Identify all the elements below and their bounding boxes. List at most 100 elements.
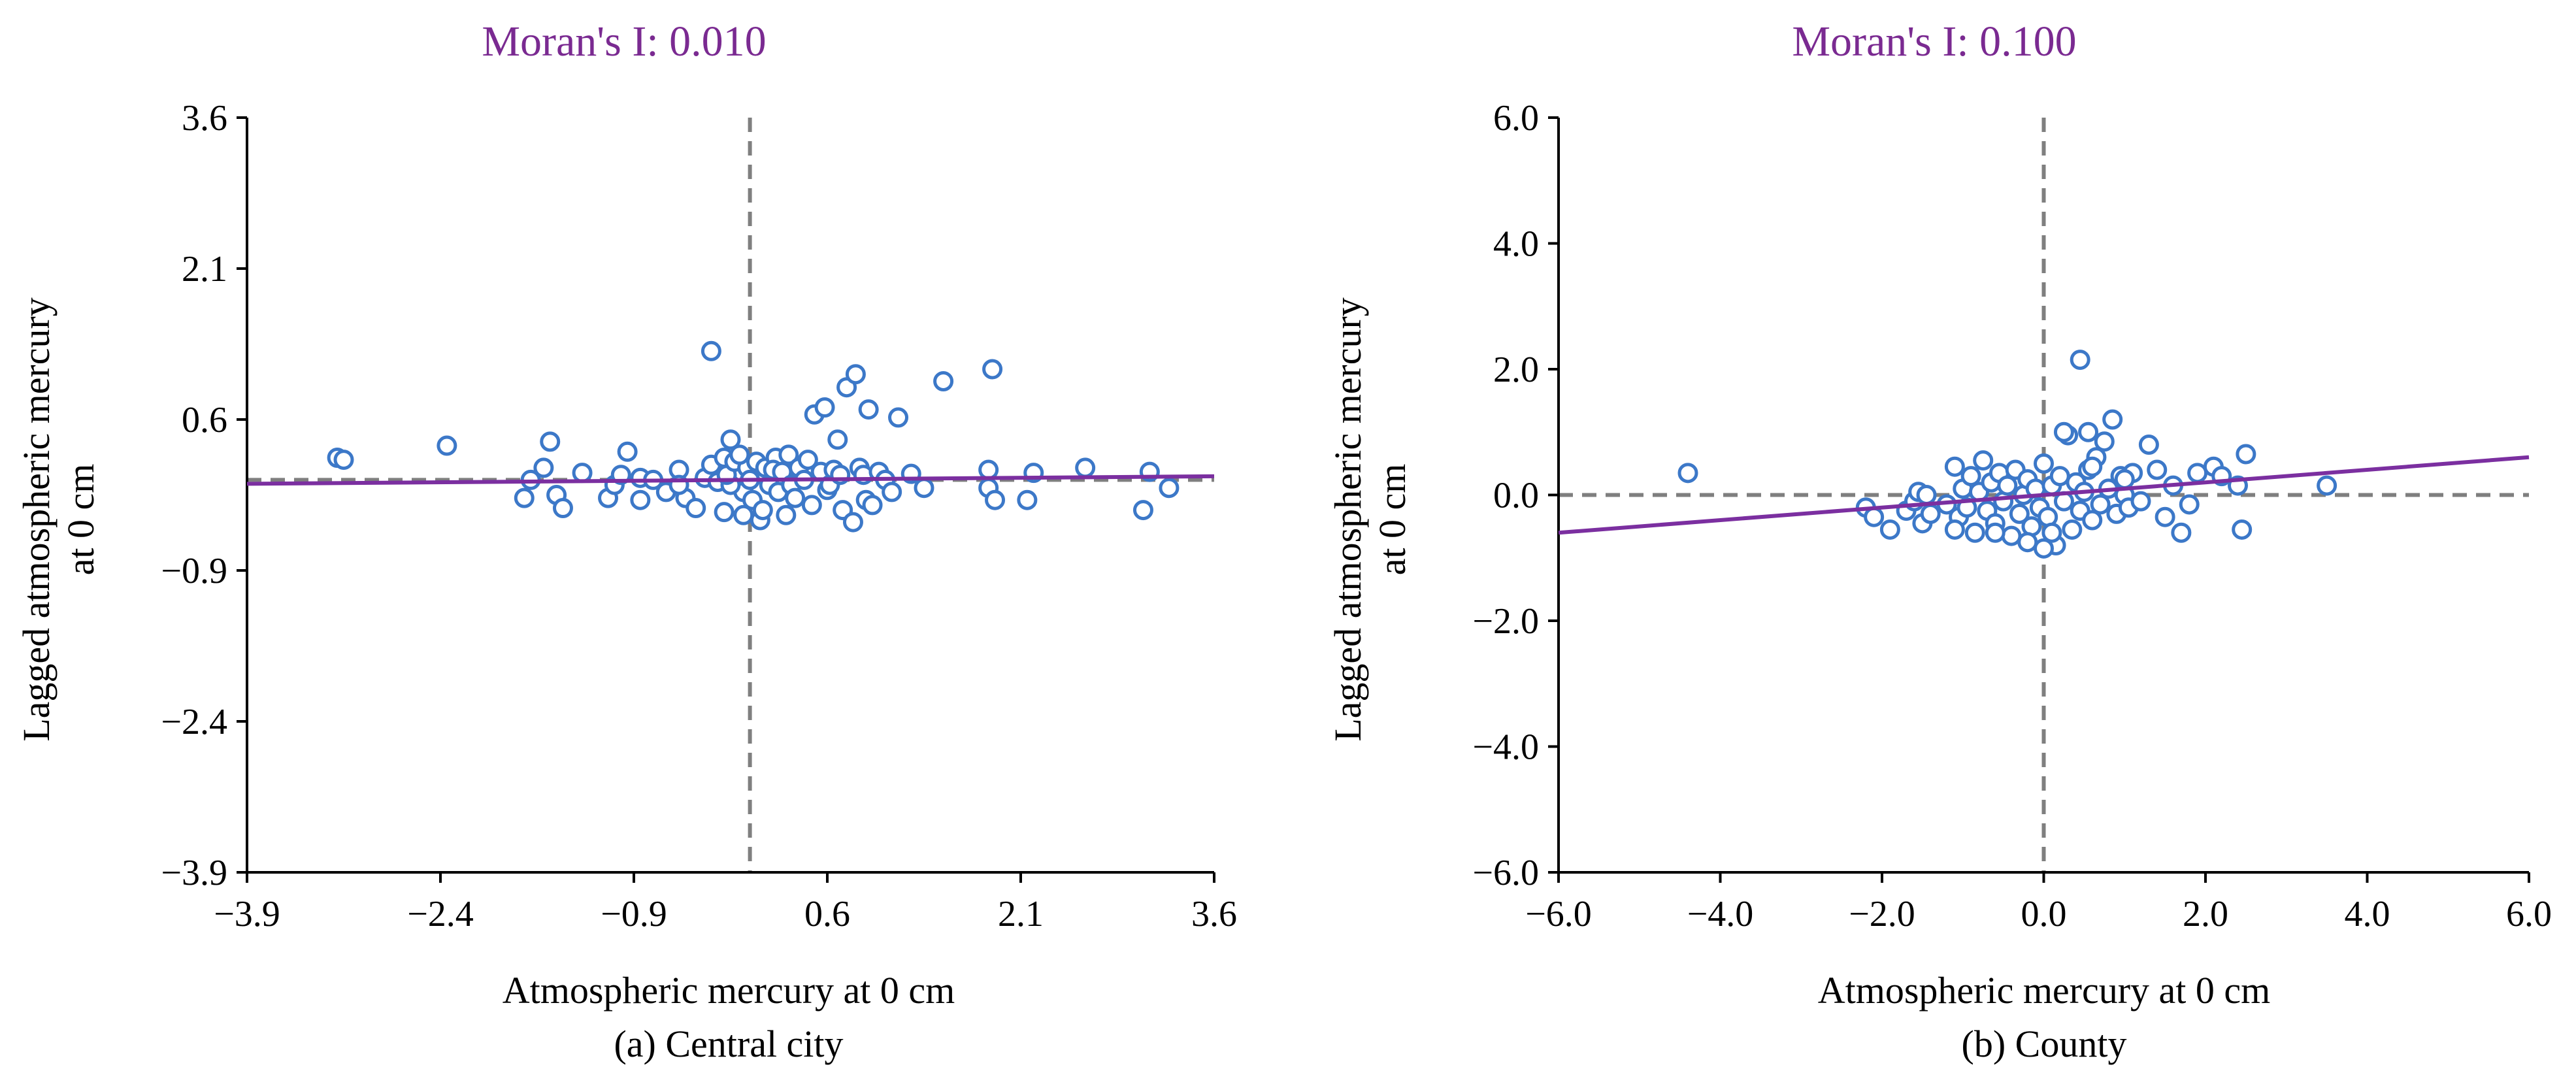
data-point: [752, 500, 773, 521]
data-point: [2155, 506, 2175, 527]
data-point: [2130, 491, 2151, 512]
data-point: [801, 495, 822, 516]
data-point: [785, 487, 806, 508]
y-tick-label: 6.0: [1493, 98, 1539, 139]
x-tick-label: −2.4: [407, 894, 474, 934]
x-tick-label: −6.0: [1525, 894, 1592, 934]
data-point: [2317, 475, 2337, 496]
y-tick-label: 0.6: [182, 400, 227, 440]
chart-title: Moran's I: 0.100: [1792, 18, 2076, 65]
data-point: [617, 441, 638, 462]
x-tick-label: 2.1: [998, 894, 1044, 934]
data-point: [845, 364, 866, 385]
data-point: [1017, 489, 1038, 510]
fit-line: [246, 474, 1215, 486]
data-point: [2138, 435, 2159, 455]
data-point: [1159, 478, 1180, 499]
panel-caption: (a) Central city: [614, 1023, 843, 1065]
x-axis-title: Atmospheric mercury at 0 cm: [503, 969, 955, 1012]
data-point: [827, 429, 848, 450]
data-point: [933, 370, 954, 391]
y-axis-title-line-2: at 0 cm: [1371, 464, 1413, 576]
data-point: [2179, 494, 2200, 515]
x-tick-label: 2.0: [2183, 894, 2228, 934]
data-point: [2001, 525, 2022, 546]
fit-line: [1558, 455, 2530, 535]
panel-caption: (b) County: [1962, 1023, 2127, 1065]
data-point: [2082, 510, 2103, 531]
y-tick-label: −3.9: [161, 853, 227, 893]
data-point: [985, 489, 1006, 510]
data-point: [842, 512, 863, 533]
data-point: [1920, 503, 1941, 524]
data-point: [1916, 485, 1937, 505]
data-point: [1960, 466, 1981, 487]
y-axis-title-line-1: Lagged atmospheric mercury: [1327, 297, 1369, 742]
data-point: [2070, 350, 2090, 370]
x-tick-label: 3.6: [1191, 894, 1237, 934]
data-point: [2041, 522, 2062, 543]
data-point: [333, 450, 354, 470]
data-point: [1985, 522, 2006, 543]
x-tick-label: −3.9: [214, 894, 280, 934]
data-point: [720, 429, 741, 450]
data-point: [533, 457, 554, 478]
data-point: [514, 487, 535, 508]
y-axis-title: Lagged atmospheric mercury at 0 cm: [15, 297, 102, 742]
chart-county: Moran's I: 0.100 Lagged atmospheric merc…: [1327, 18, 2552, 1065]
data-point: [2187, 463, 2208, 484]
data-point: [2102, 409, 2123, 430]
data-point: [552, 498, 573, 519]
y-axis-title-line-2: at 0 cm: [59, 464, 102, 576]
data-point: [2147, 459, 2168, 480]
data-point: [1944, 456, 1965, 477]
data-point: [2078, 421, 2099, 442]
data-point: [2009, 503, 2030, 524]
data-point: [2232, 519, 2253, 540]
data-point: [714, 502, 735, 523]
y-tick-label: 4.0: [1493, 224, 1539, 265]
y-tick-label: −0.9: [161, 551, 227, 591]
data-point: [729, 444, 750, 465]
y-tick-label: −6.0: [1472, 853, 1539, 893]
data-point: [2062, 519, 2083, 540]
data-point: [1964, 522, 1985, 543]
data-point: [882, 482, 902, 502]
chart-central-city: Moran's I: 0.010 Lagged atmospheric merc…: [15, 18, 1237, 1065]
data-point: [1973, 450, 1994, 471]
data-point: [858, 399, 879, 420]
data-point: [2017, 532, 2038, 553]
data-point: [437, 435, 457, 456]
data-point: [814, 397, 835, 418]
x-axis-title: Atmospheric mercury at 0 cm: [1818, 969, 2271, 1012]
y-tick-label: −4.0: [1472, 727, 1539, 768]
chart-title: Moran's I: 0.010: [482, 18, 766, 65]
data-point: [685, 498, 706, 519]
data-point: [2094, 431, 2115, 452]
data-point: [888, 407, 909, 428]
data-point: [776, 504, 797, 525]
data-point: [2049, 466, 2070, 487]
y-tick-label: 3.6: [182, 98, 227, 139]
data-point: [797, 450, 818, 470]
y-tick-label: 2.1: [182, 249, 227, 289]
y-tick-label: 0.0: [1493, 476, 1539, 516]
x-tick-label: 0.6: [804, 894, 850, 934]
data-point: [2082, 456, 2103, 477]
x-tick-label: −4.0: [1687, 894, 1754, 934]
x-tick-label: 4.0: [2345, 894, 2390, 934]
data-point: [862, 495, 883, 516]
data-point: [2034, 538, 2054, 559]
data-point: [630, 489, 651, 510]
data-point: [701, 340, 721, 361]
data-point: [1864, 506, 1885, 527]
data-point: [1677, 463, 1698, 484]
data-point: [2053, 421, 2074, 442]
x-tick-label: 0.0: [2021, 894, 2067, 934]
y-axis-title: Lagged atmospheric mercury at 0 cm: [1327, 297, 1413, 742]
data-point: [978, 459, 999, 480]
data-point: [1997, 475, 2018, 496]
y-axis-title-line-1: Lagged atmospheric mercury: [15, 297, 58, 742]
y-tick-label: 2.0: [1493, 350, 1539, 390]
